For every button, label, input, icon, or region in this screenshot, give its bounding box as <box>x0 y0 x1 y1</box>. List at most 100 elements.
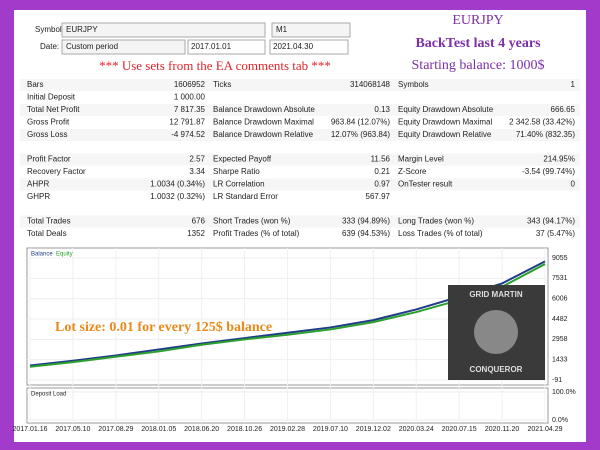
date-to-input[interactable] <box>269 39 349 55</box>
stat-value: 214.95% <box>543 155 575 164</box>
row-bg <box>20 91 580 104</box>
stat-label: Recovery Factor <box>27 167 86 176</box>
stat-label: Ticks <box>213 80 231 89</box>
date-from-input[interactable] <box>187 39 266 55</box>
stat-value: 7 817.35 <box>174 105 206 114</box>
y-tick-label: 2958 <box>552 336 568 343</box>
stat-label: OnTester result <box>398 180 453 189</box>
stat-value: 0 <box>571 180 576 189</box>
date-label: Date: <box>40 42 59 51</box>
header-balance: Starting balance: 1000$ <box>412 58 545 73</box>
stat-value: 1 000.00 <box>174 93 206 102</box>
stat-value: 2 342.58 (33.42%) <box>509 118 575 127</box>
stat-label: Bars <box>27 80 43 89</box>
stat-label: Profit Factor <box>27 155 71 164</box>
x-tick-label: 2020.07.15 <box>442 426 477 433</box>
date-mode-select[interactable] <box>61 39 186 55</box>
stat-label: Loss Trades (% of total) <box>398 229 483 238</box>
x-tick-label: 2017.08.29 <box>98 426 133 433</box>
load-tick-label: 0.0% <box>552 417 568 424</box>
date-mode: Custom period <box>66 42 118 51</box>
y-tick-label: 6006 <box>552 296 568 303</box>
note: *** Use sets from the EA comments tab **… <box>99 58 331 73</box>
stat-value: -3.54 (99.74%) <box>522 167 575 176</box>
x-tick-label: 2017.01.16 <box>12 426 47 433</box>
period-select[interactable] <box>271 22 351 38</box>
date-to: 2021.04.30 <box>273 42 314 51</box>
stat-value: 12 791.87 <box>169 118 205 127</box>
symbol-select[interactable] <box>61 22 266 38</box>
stat-value: 676 <box>192 217 206 226</box>
row-bg <box>20 79 580 91</box>
logo-top: GRID MARTIN <box>469 290 523 299</box>
stat-label: Symbols <box>398 80 429 89</box>
legend-entry: Equity <box>56 252 73 258</box>
stat-label: Gross Loss <box>27 130 67 139</box>
stat-value: 1.0032 (0.32%) <box>150 192 205 201</box>
stat-label: Balance Drawdown Relative <box>213 130 314 139</box>
stat-label: Balance Drawdown Maximal <box>213 118 314 127</box>
x-tick-label: 2020.11.20 <box>485 426 520 433</box>
stat-label: Equity Drawdown Maximal <box>398 118 492 127</box>
stat-value: 666.65 <box>551 105 576 114</box>
x-tick-label: 2017.05.10 <box>55 426 90 433</box>
x-tick-label: 2021.04.29 <box>527 426 562 433</box>
stat-label: AHPR <box>27 180 49 189</box>
period-value: M1 <box>276 25 288 34</box>
y-tick-label: 1433 <box>552 357 568 364</box>
stat-value: 333 (94.89%) <box>342 217 390 226</box>
stat-label: Long Trades (won %) <box>398 217 474 226</box>
header-subtitle: BackTest last 4 years <box>415 36 541 51</box>
stat-label: Sharpe Ratio <box>213 167 260 176</box>
stat-value: 1606952 <box>174 80 206 89</box>
row-bg <box>20 178 580 191</box>
symbol-label: Symbol <box>35 25 62 34</box>
x-tick-label: 2019.12.02 <box>356 426 391 433</box>
row-bg <box>20 129 580 141</box>
y-tick-label: 9055 <box>552 255 568 262</box>
stat-value: 12.07% (963.84) <box>331 130 390 139</box>
stat-value: 1352 <box>187 229 205 238</box>
stat-label: Balance Drawdown Absolute <box>213 105 315 114</box>
overlay-text: Lot size: 0.01 for every 125$ balance <box>55 320 272 335</box>
date-from: 2017.01.01 <box>191 42 232 51</box>
load-tick-label: 100.0% <box>552 389 576 396</box>
x-tick-label: 2019.02.28 <box>270 426 305 433</box>
row-bg <box>20 228 580 240</box>
stat-label: Equity Drawdown Absolute <box>398 105 494 114</box>
stat-value: 71.40% (832.35) <box>516 130 575 139</box>
stat-label: Total Trades <box>27 217 71 226</box>
stat-value: 3.34 <box>189 167 205 176</box>
x-tick-label: 2020.03.24 <box>399 426 434 433</box>
load-title: Deposit Load <box>31 392 66 398</box>
stat-value: 0.13 <box>374 105 390 114</box>
stat-value: 1 <box>571 80 576 89</box>
logo-bottom: CONQUEROR <box>470 365 523 374</box>
row-bg <box>20 166 580 178</box>
row-bg <box>20 215 580 228</box>
stat-label: Z-Score <box>398 167 427 176</box>
stat-label: Expected Payoff <box>213 155 272 164</box>
stat-value: 37 (5.47%) <box>536 229 575 238</box>
stat-value: 963.84 (12.07%) <box>331 118 390 127</box>
stat-value: 11.56 <box>371 155 391 164</box>
x-tick-label: 2018.06.20 <box>184 426 219 433</box>
stat-label: Equity Drawdown Relative <box>398 130 492 139</box>
stat-value: 0.21 <box>374 167 390 176</box>
stat-label: Initial Deposit <box>27 93 76 102</box>
stat-label: LR Correlation <box>213 180 265 189</box>
x-tick-label: 2018.10.26 <box>227 426 262 433</box>
row-bg <box>20 153 580 166</box>
y-tick-label: 4482 <box>552 316 568 323</box>
stat-value: 314068148 <box>350 80 391 89</box>
symbol-value: EURJPY <box>66 25 98 34</box>
row-bg <box>20 116 580 129</box>
x-tick-label: 2019.07.10 <box>313 426 348 433</box>
stat-label: LR Standard Error <box>213 192 278 201</box>
stat-label: Profit Trades (% of total) <box>213 229 300 238</box>
logo-emblem <box>474 310 518 354</box>
legend-entry: Balance <box>31 252 53 258</box>
stat-value: 343 (94.17%) <box>527 217 575 226</box>
x-tick-label: 2018.01.05 <box>141 426 176 433</box>
